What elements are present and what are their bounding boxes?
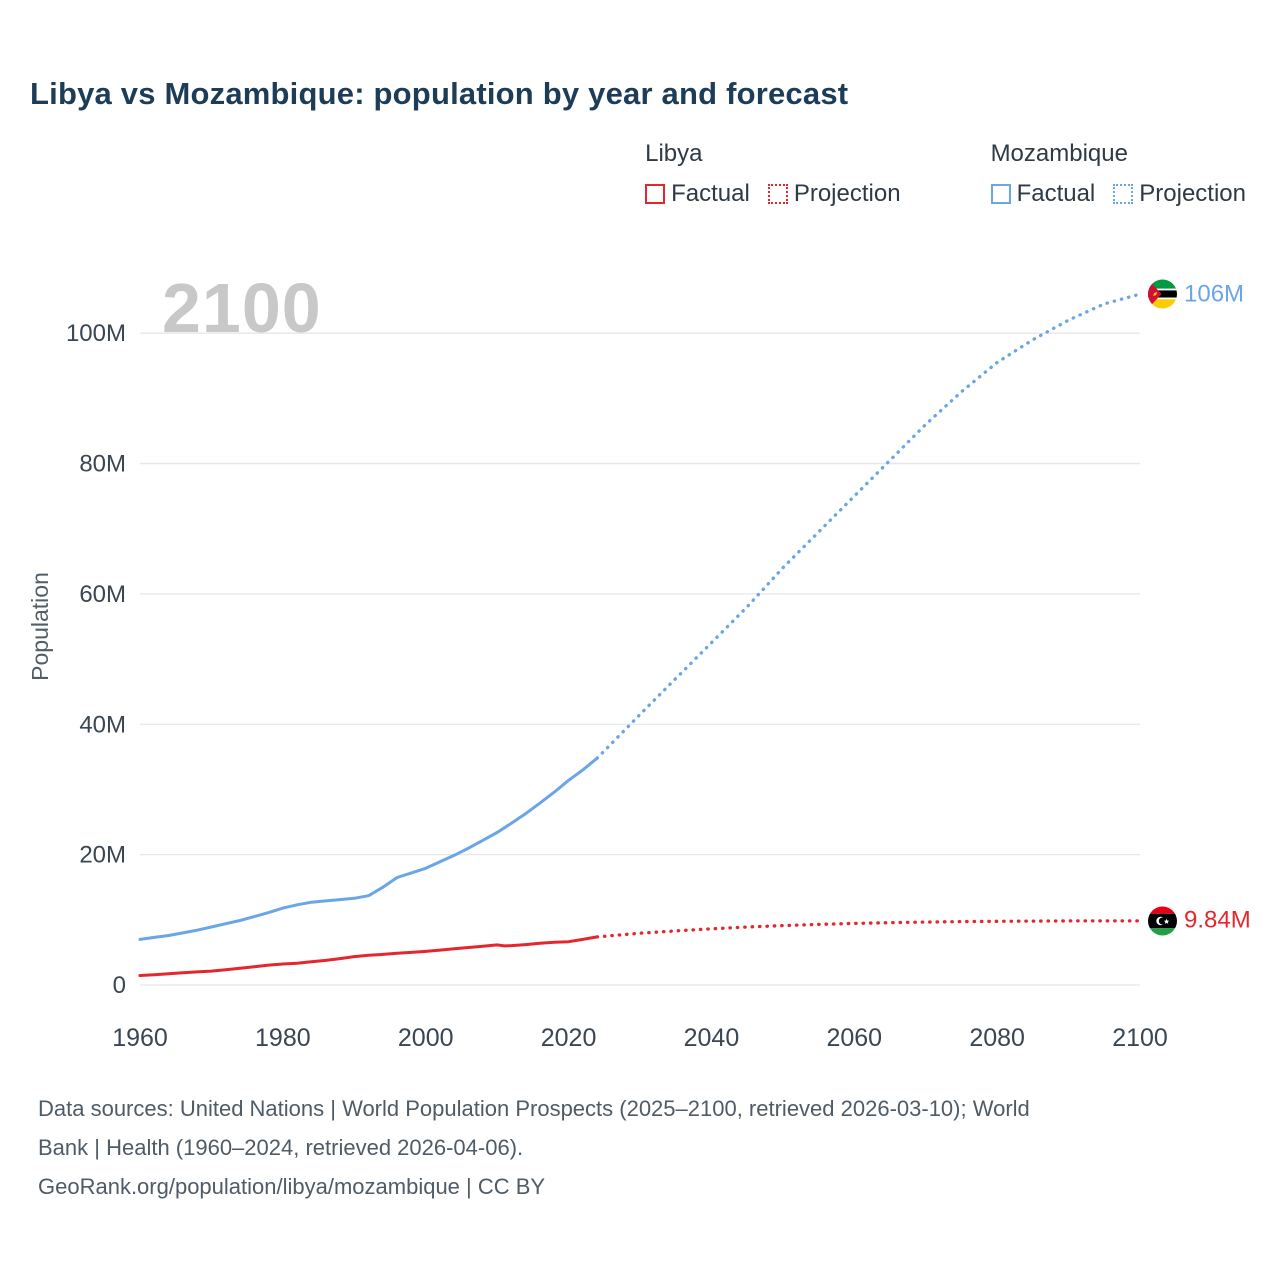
legend-item-mozambique-factual[interactable]: Factual — [990, 180, 1096, 208]
series-path-libya-projection — [595, 919, 1142, 939]
legend-group-name: Mozambique — [990, 140, 1128, 167]
page-title: Libya vs Mozambique: population by year … — [30, 76, 849, 111]
legend-item-label: Projection — [793, 180, 901, 207]
series-path-libya-factual — [138, 935, 599, 977]
legend-items: Factual Projection — [990, 180, 1246, 208]
legend-item-label: Projection — [1139, 180, 1246, 207]
y-tick-label: 80M — [79, 451, 126, 478]
y-tick-label: 20M — [79, 842, 126, 869]
x-tick-label: 1980 — [255, 1024, 311, 1052]
libya-end-label: 9.84M — [1184, 906, 1251, 934]
series-path-mozambique-projection — [595, 292, 1142, 760]
mozambique-projection-swatch-icon — [1113, 184, 1134, 204]
legend-item-mozambique-projection[interactable]: Projection — [1113, 180, 1246, 208]
legend-item-libya-factual[interactable]: Factual — [645, 180, 750, 208]
libya-flag-icon — [1148, 906, 1177, 936]
mozambique-end-label: 106M — [1184, 280, 1245, 308]
data-sources-footer: Data sources: United Nations | World Pop… — [38, 1089, 1030, 1206]
legend-item-libya-projection[interactable]: Projection — [767, 180, 901, 208]
mozambique-factual-swatch-icon — [990, 184, 1011, 204]
y-tick-label: 0 — [113, 972, 126, 999]
y-tick-label: 40M — [79, 711, 126, 738]
legend-group-libya: Libya Factual Projection — [645, 140, 901, 208]
legend-item-label: Factual — [1016, 180, 1096, 207]
libya-end-marker: 9.84M — [1148, 906, 1251, 936]
mozambique-flag-icon — [1148, 279, 1177, 309]
x-tick-label: 2040 — [684, 1024, 740, 1052]
libya-projection-swatch-icon — [767, 184, 788, 204]
footer-line: Bank | Health (1960–2024, retrieved 2026… — [38, 1135, 524, 1160]
y-axis-label: Population — [27, 572, 53, 681]
year-watermark: 2100 — [162, 269, 322, 347]
x-tick-label: 2080 — [969, 1024, 1025, 1052]
chart-legend: Libya Factual Projection Mozambique Fact… — [645, 140, 1246, 208]
x-tick-label: 2020 — [541, 1024, 597, 1052]
footer-line: GeoRank.org/population/libya/mozambique … — [38, 1174, 546, 1199]
x-tick-label: 2100 — [1112, 1024, 1168, 1052]
x-tick-label: 2000 — [398, 1024, 454, 1052]
legend-items: Factual Projection — [645, 180, 901, 208]
mozambique-end-marker: 106M — [1148, 279, 1245, 309]
legend-group-name: Libya — [645, 140, 703, 167]
footer-line: Data sources: United Nations | World Pop… — [38, 1096, 1030, 1121]
y-tick-label: 100M — [66, 320, 126, 347]
series-path-mozambique-factual — [138, 756, 599, 941]
legend-item-label: Factual — [671, 180, 750, 207]
y-tick-label: 60M — [79, 581, 126, 608]
legend-group-mozambique: Mozambique Factual Projection — [990, 140, 1246, 208]
libya-factual-swatch-icon — [645, 184, 666, 204]
x-tick-label: 2060 — [826, 1024, 882, 1052]
x-tick-label: 1960 — [112, 1024, 168, 1052]
